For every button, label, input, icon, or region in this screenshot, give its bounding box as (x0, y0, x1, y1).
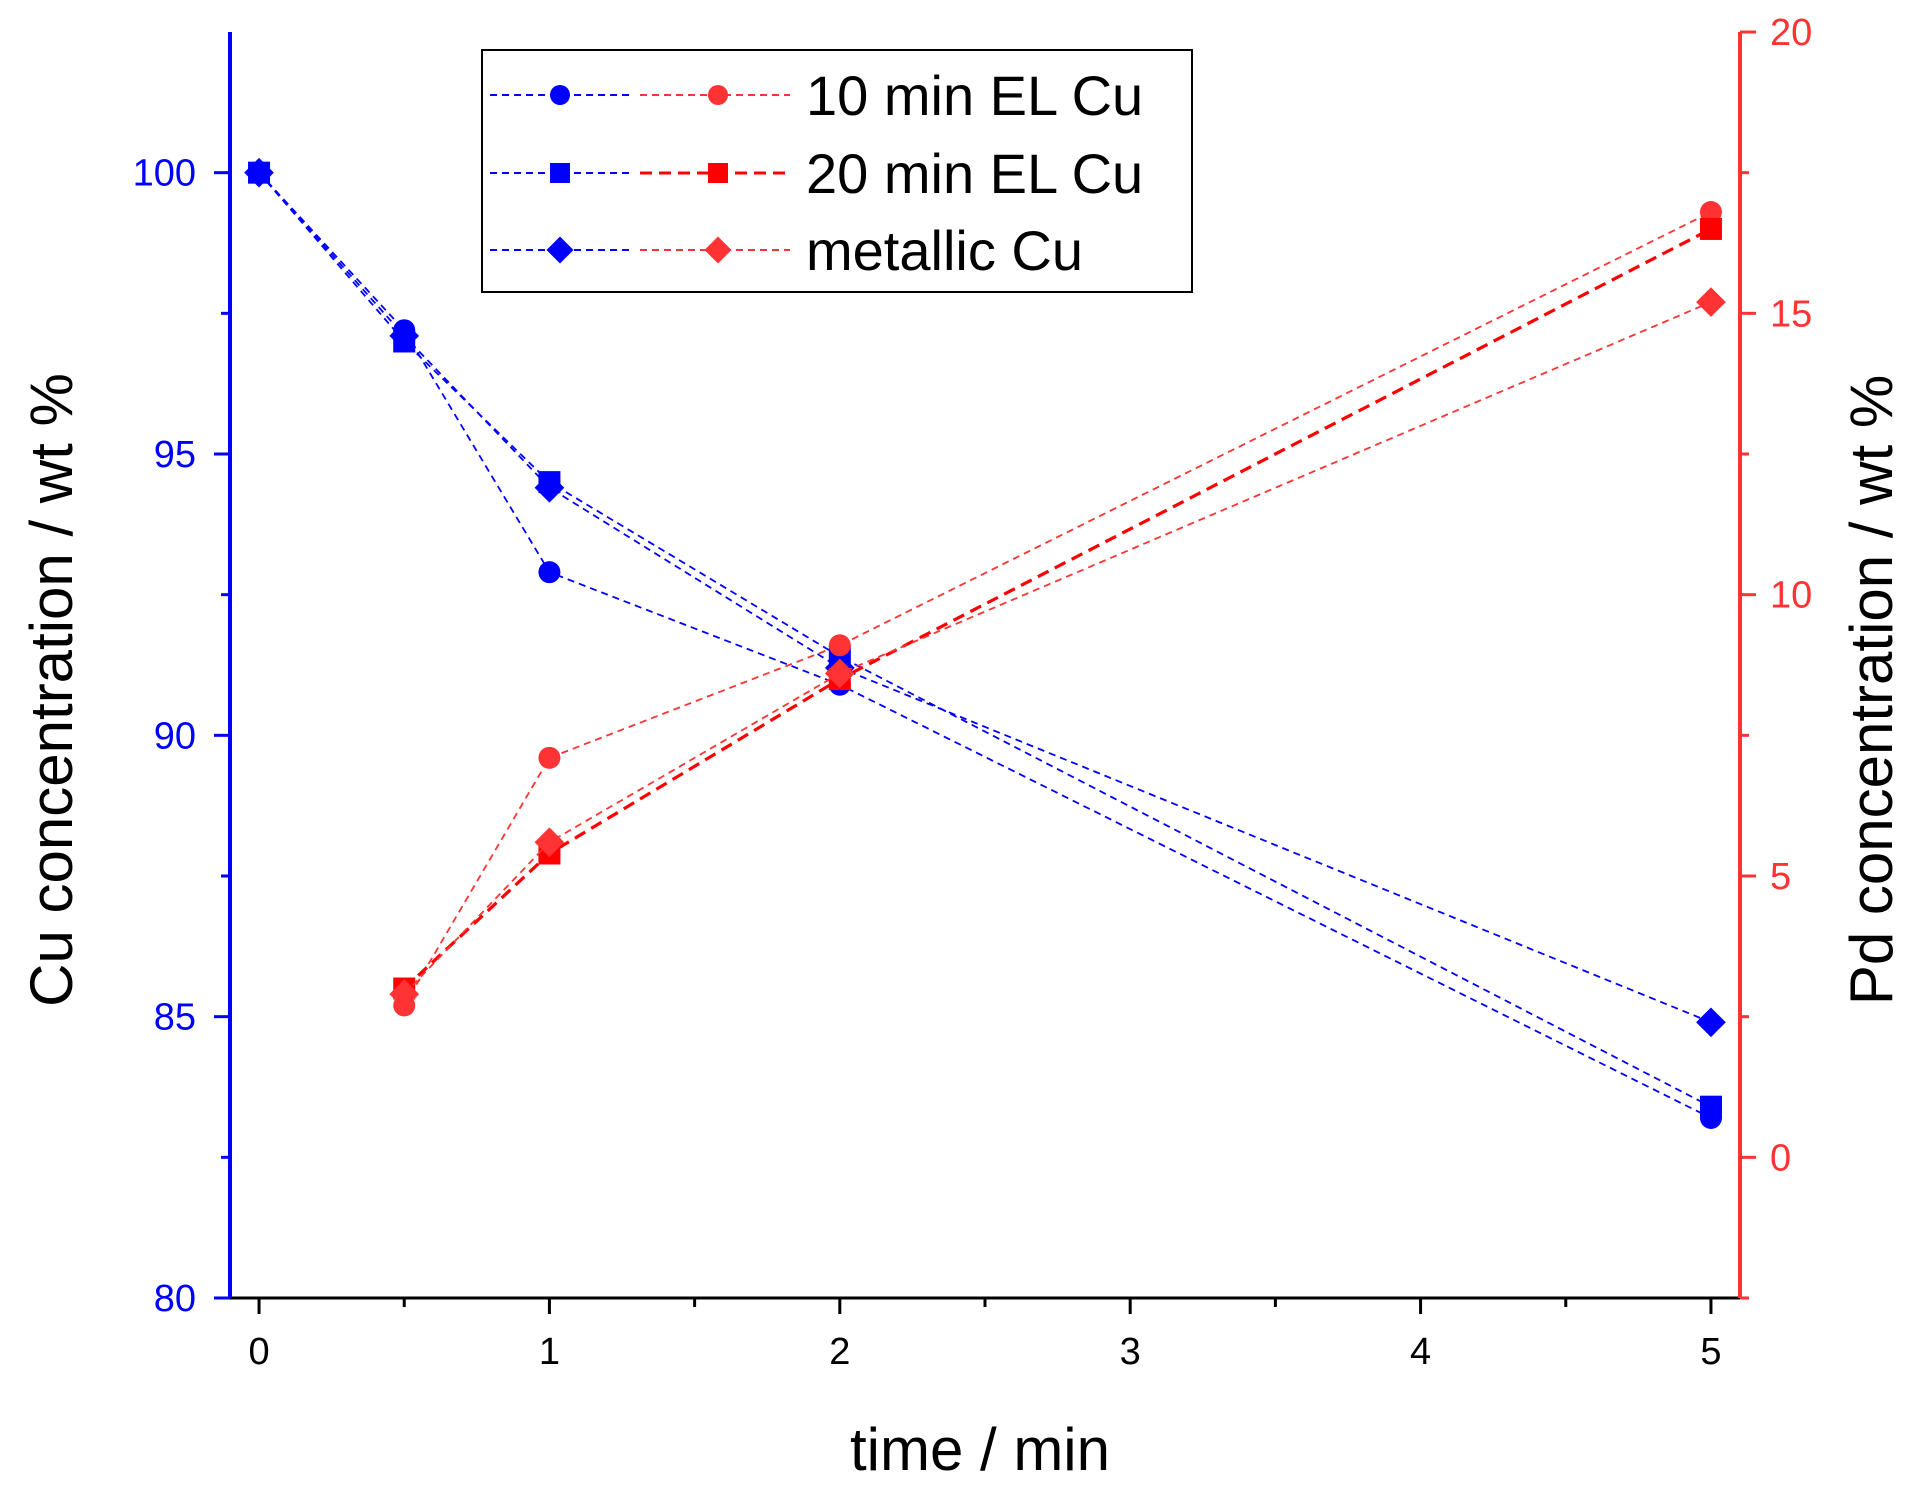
x-tick-label: 5 (1700, 1331, 1721, 1373)
y-left-tick-label: 85 (154, 997, 196, 1039)
legend-entry: 10 min EL Cu (490, 64, 1143, 127)
data-point-diamond (244, 157, 274, 188)
data-point-diamond (1696, 287, 1726, 317)
y-left-tick-label: 80 (154, 1278, 196, 1320)
data-point-diamond (534, 472, 565, 503)
y-left-tick-label: 100 (133, 153, 196, 195)
x-tick-label: 2 (829, 1331, 850, 1373)
x-tick-label: 4 (1410, 1331, 1431, 1373)
data-point-diamond (824, 658, 855, 689)
series-layer (244, 157, 1726, 1129)
data-point-square (1699, 1095, 1722, 1118)
legend-marker-pd (708, 85, 728, 105)
legend-marker-cu (550, 163, 570, 183)
y-right-tick-label: 20 (1770, 12, 1812, 54)
x-axis-label: time / min (850, 1416, 1110, 1483)
legend-box (481, 49, 1193, 293)
y-right-tick-label: 5 (1770, 856, 1791, 898)
legend-entry: metallic Cu (490, 219, 1083, 282)
data-point-circle (828, 634, 851, 657)
y-left-tick-label: 95 (154, 434, 196, 476)
y-axis-left-label: Cu concentration / wt % (18, 373, 85, 1007)
y-right-tick-label: 0 (1770, 1137, 1791, 1179)
legend-marker-cu (550, 85, 570, 105)
legend-marker-pd (708, 163, 728, 183)
data-point-circle (538, 561, 561, 584)
y-axis-right-label: Pd concentration / wt % (1838, 375, 1905, 1005)
legend-marker-pd (704, 236, 732, 264)
series-line (403, 301, 1712, 995)
legend: 10 min EL Cu 20 min EL Cu metallic Cu (481, 49, 1193, 293)
series-line (258, 172, 1712, 1024)
data-point-diamond (389, 979, 420, 1010)
legend-label: 20 min EL Cu (806, 142, 1143, 205)
y-right-tick-label: 15 (1770, 293, 1812, 335)
data-point-circle (538, 746, 561, 769)
x-tick-label: 1 (539, 1331, 560, 1373)
data-point-diamond (389, 320, 420, 351)
x-tick-label: 0 (248, 1331, 269, 1373)
legend-marker-cu (546, 236, 574, 264)
legend-entry: 20 min EL Cu (490, 142, 1143, 205)
series-cu-diamond (244, 157, 1726, 1038)
data-point-diamond (534, 827, 565, 858)
legend-label: metallic Cu (806, 219, 1083, 282)
x-tick-label: 3 (1120, 1331, 1141, 1373)
data-point-square (1699, 217, 1722, 240)
y-left-tick-label: 90 (154, 715, 196, 757)
axes-layer: 0 1 2 3 4 5 80 85 90 95 100 0 5 10 15 20 (133, 12, 1813, 1373)
legend-label: 10 min EL Cu (806, 64, 1143, 127)
data-point-diamond (1696, 1007, 1726, 1038)
data-point-circle (1699, 201, 1722, 224)
y-right-tick-label: 10 (1770, 575, 1812, 617)
series-pd-diamond (389, 287, 1726, 1010)
series-line (403, 227, 1712, 990)
series-line (403, 211, 1712, 1006)
